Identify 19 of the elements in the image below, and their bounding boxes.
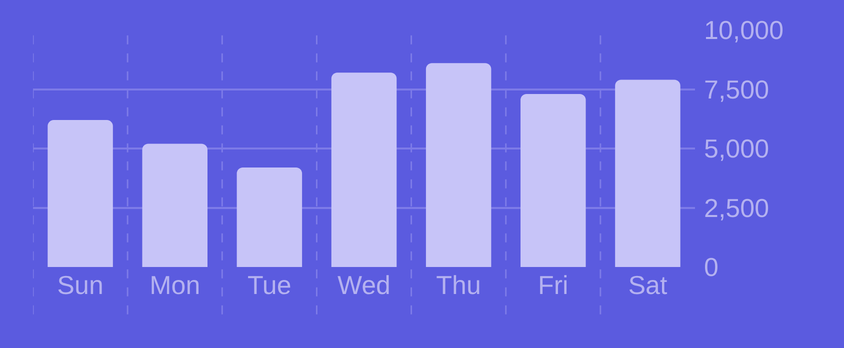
- x-tick-label: Tue: [248, 270, 292, 300]
- bar: [331, 72, 397, 267]
- bar: [520, 94, 586, 267]
- y-tick-label: 0: [704, 252, 718, 282]
- bar: [615, 80, 680, 267]
- x-tick-label: Sat: [628, 270, 668, 300]
- x-tick-label: Sun: [57, 270, 104, 300]
- bar: [142, 144, 208, 267]
- x-tick-label: Mon: [150, 270, 200, 300]
- y-tick-label: 10,000: [704, 15, 784, 46]
- y-tick-label: 2,500: [704, 192, 770, 223]
- x-tick-label: Thu: [436, 270, 481, 300]
- bar: [426, 63, 492, 267]
- y-tick-label: 7,500: [704, 74, 770, 104]
- bar: [236, 167, 302, 267]
- bar: [48, 120, 113, 267]
- x-tick-label: Wed: [338, 270, 390, 300]
- y-tick-label: 5,000: [704, 134, 770, 164]
- x-tick-label: Fri: [538, 270, 568, 300]
